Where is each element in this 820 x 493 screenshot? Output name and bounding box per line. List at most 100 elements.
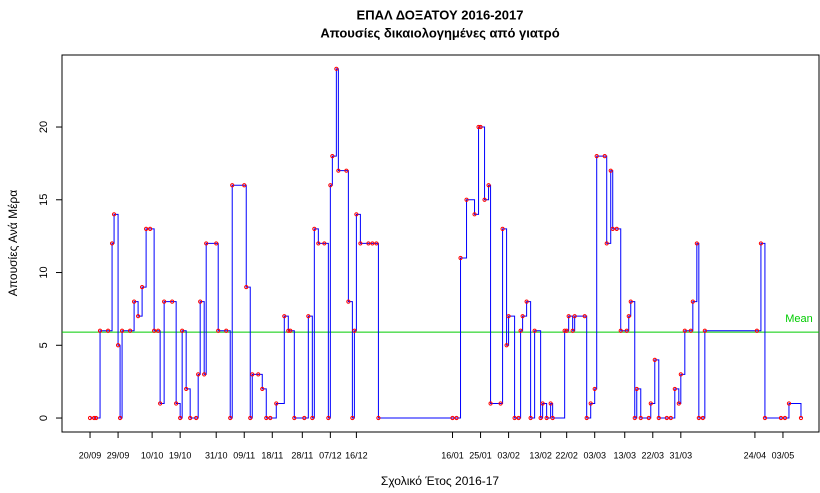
point (538, 415, 543, 421)
point (550, 415, 555, 421)
point (798, 415, 804, 421)
point (464, 197, 469, 202)
point (498, 401, 503, 406)
x-tick-label: 24/04 (744, 450, 767, 460)
point (184, 386, 189, 392)
point (618, 328, 623, 333)
point (180, 328, 185, 333)
point (762, 415, 768, 421)
point (93, 415, 99, 421)
point (696, 415, 701, 421)
x-tick-label: 09/11 (233, 450, 255, 460)
point (174, 401, 179, 406)
point (264, 415, 269, 421)
point (204, 241, 209, 246)
point (346, 299, 351, 304)
point (198, 299, 203, 304)
point (682, 328, 687, 333)
point (548, 401, 553, 406)
chart-title: ΕΠΑΛ ΔΟΞΑΤΟΥ 2016-2017 (357, 7, 524, 22)
point (564, 328, 569, 333)
point (584, 415, 589, 421)
point (668, 415, 673, 421)
y-tick-label: 20 (38, 121, 50, 133)
point (678, 372, 683, 377)
step-line (90, 68, 802, 419)
point (248, 415, 253, 421)
x-tick-label: 16/01 (441, 450, 464, 460)
point (634, 386, 639, 392)
point (594, 154, 599, 159)
point (532, 328, 537, 333)
point (230, 183, 235, 188)
point (109, 241, 115, 246)
point (366, 241, 371, 246)
x-tick-label: 29/09 (107, 450, 130, 460)
point (588, 401, 593, 406)
point (216, 328, 221, 333)
point (202, 372, 207, 377)
point (350, 415, 355, 421)
point (516, 415, 521, 421)
point (260, 386, 265, 392)
point (506, 314, 511, 319)
point (544, 415, 549, 421)
x-tick-label: 16/12 (345, 450, 368, 460)
y-tick-label: 15 (38, 194, 50, 206)
point (690, 299, 695, 304)
point (352, 328, 357, 333)
point (604, 241, 609, 246)
point (316, 241, 321, 246)
point (256, 372, 261, 377)
y-tick-label: 0 (38, 415, 50, 421)
point (156, 328, 161, 333)
point (700, 415, 705, 421)
point (162, 299, 167, 304)
point (117, 415, 123, 421)
point (224, 328, 229, 333)
point (458, 255, 463, 261)
chart-subtitle: Απουσίες δικαιολογημένες από γιατρό (320, 25, 559, 40)
x-axis-label: Σχολικό Έτος 2016-17 (381, 474, 500, 488)
point (758, 241, 764, 246)
point (374, 241, 379, 246)
x-tick-label: 22/03 (642, 450, 665, 460)
point (566, 314, 571, 319)
point (476, 124, 481, 130)
point (119, 328, 125, 333)
point (326, 415, 331, 421)
x-tick-label: 03/02 (497, 450, 520, 460)
point (664, 415, 669, 421)
point (140, 284, 145, 290)
point (482, 197, 487, 202)
point (322, 241, 327, 246)
point (336, 168, 341, 173)
x-tick-label: 19/10 (169, 450, 192, 460)
point (194, 415, 199, 421)
point (500, 226, 505, 231)
point (656, 415, 661, 421)
x-tick-label: 07/12 (319, 450, 342, 460)
point (274, 401, 279, 406)
point (504, 343, 509, 348)
point (488, 401, 493, 406)
point (302, 415, 307, 421)
point (540, 401, 545, 406)
point (306, 314, 311, 319)
y-tick-label: 5 (38, 342, 50, 348)
x-tick-label: 13/03 (613, 450, 636, 460)
point (328, 183, 333, 188)
point (312, 226, 317, 231)
point (152, 328, 157, 333)
x-tick-label: 03/03 (583, 450, 606, 460)
x-tick-label: 28/11 (291, 450, 313, 460)
point (688, 328, 693, 333)
point (91, 415, 97, 421)
point (344, 168, 349, 173)
x-tick-label: 18/11 (261, 450, 283, 460)
point (602, 154, 607, 159)
point (376, 415, 381, 421)
point (127, 328, 133, 333)
point (582, 314, 587, 319)
